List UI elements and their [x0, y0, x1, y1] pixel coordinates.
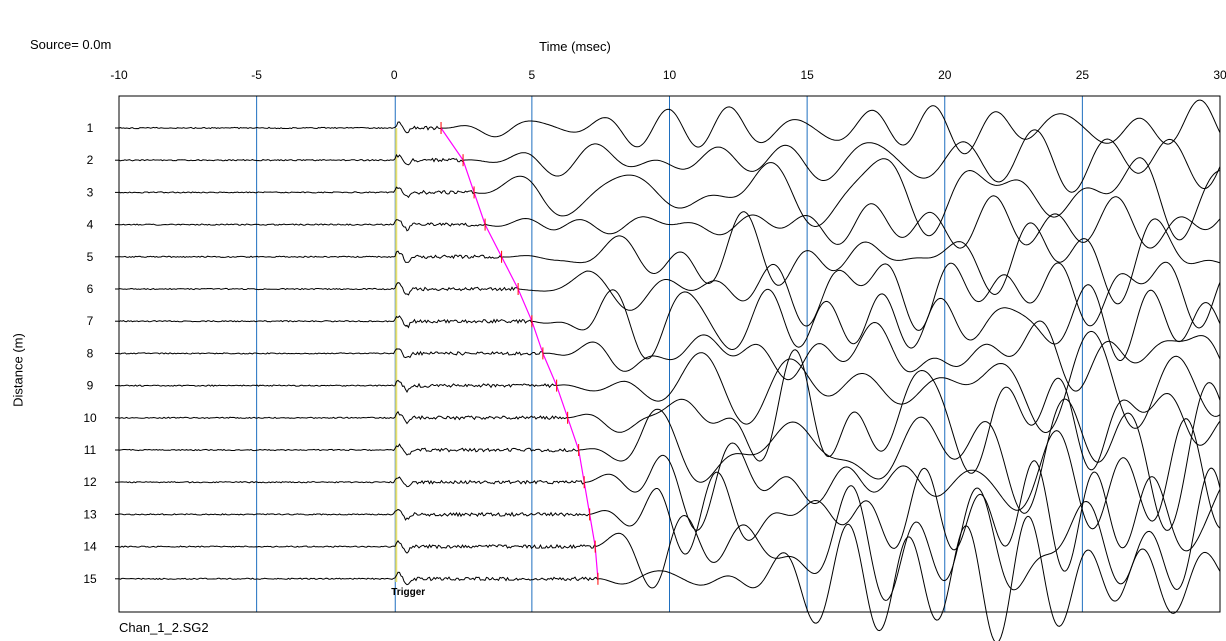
- x-tick-label-20: 20: [938, 68, 952, 82]
- y-tick-label-1: 1: [87, 121, 94, 135]
- source-label: Source= 0.0m: [30, 37, 112, 52]
- y-tick-label-12: 12: [83, 475, 97, 489]
- trace-4: [119, 195, 1221, 249]
- y-tick-label-2: 2: [87, 153, 94, 167]
- trace-15: [119, 515, 1221, 641]
- trace-6: [119, 261, 1221, 331]
- trigger-layer: Trigger: [391, 96, 425, 612]
- trace-12: [119, 418, 1221, 531]
- axis-layer: Time (msec)-10 -5 0 5 10 15 20 25 30123456789101…: [83, 39, 1226, 613]
- y-tick-label-6: 6: [87, 282, 94, 296]
- y-tick-label-3: 3: [87, 185, 94, 199]
- x-tick-label-10: 10: [663, 68, 677, 82]
- y-tick-label-9: 9: [87, 379, 94, 393]
- plot-frame: [118, 95, 1221, 613]
- y-tick-label-13: 13: [83, 507, 97, 521]
- trace-1: [119, 99, 1221, 155]
- y-tick-label-4: 4: [87, 218, 94, 232]
- x-tick-label--10: -10: [110, 68, 128, 82]
- trace-8: [119, 320, 1221, 392]
- trace-14: [119, 467, 1221, 601]
- x-tick-label-5: 5: [529, 68, 536, 82]
- y-tick-label-8: 8: [87, 346, 94, 360]
- x-axis-label: Time (msec): [539, 39, 611, 54]
- y-tick-label-7: 7: [87, 314, 94, 328]
- trace-2: [119, 129, 1221, 193]
- trace-11: [119, 382, 1221, 531]
- x-tick-label--5: -5: [251, 68, 262, 82]
- y-tick-label-11: 11: [84, 443, 97, 457]
- pick-layer: [440, 122, 599, 585]
- y-tick-label-10: 10: [83, 411, 97, 425]
- x-tick-label-15: 15: [800, 68, 814, 82]
- trace-10: [119, 349, 1221, 474]
- y-tick-label-5: 5: [87, 250, 94, 264]
- trace-layer: [119, 99, 1221, 641]
- file-name-label: Chan_1_2.SG2: [119, 620, 209, 635]
- trace-5: [119, 211, 1221, 305]
- x-tick-label-25: 25: [1076, 68, 1090, 82]
- trace-13: [119, 460, 1221, 572]
- x-tick-label-0: 0: [391, 68, 398, 82]
- trigger-label: Trigger: [391, 587, 425, 598]
- trace-7: [119, 284, 1221, 361]
- y-tick-label-15: 15: [83, 572, 97, 586]
- y-tick-label-14: 14: [83, 540, 97, 554]
- trace-9: [119, 330, 1221, 434]
- trace-3: [119, 157, 1221, 241]
- x-tick-label-30: 30: [1213, 68, 1226, 82]
